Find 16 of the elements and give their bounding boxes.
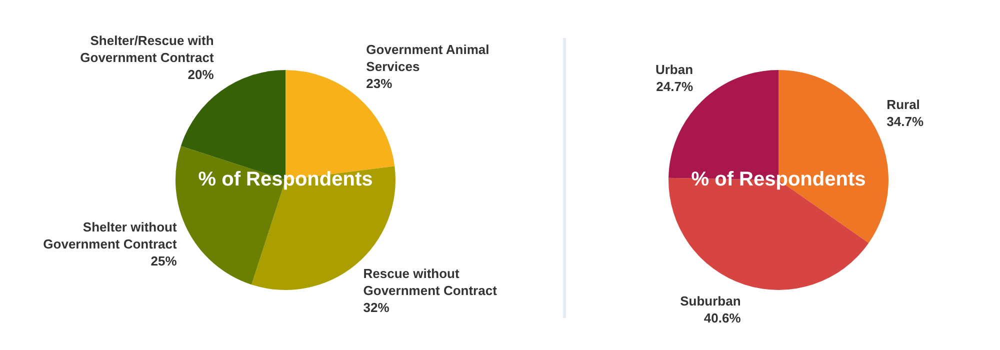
slice-label: Suburban — [680, 293, 741, 308]
data-label: 34.7% — [886, 114, 924, 129]
slice-label: Shelter without Government Contract — [43, 220, 178, 252]
text: % of Respondents — [691, 168, 866, 191]
data-label: 25% — [150, 254, 178, 269]
data-label: 20% — [188, 67, 214, 82]
slice-label: Urban — [655, 62, 694, 77]
data-label: 40.6% — [704, 310, 742, 326]
slice-label: Government Animal Services — [366, 42, 490, 74]
data-label: 24.7% — [656, 78, 694, 94]
data-label: 32% — [363, 300, 390, 316]
slice-label: Shelter/Rescue with Government Contract — [80, 33, 214, 66]
data-label: 23% — [366, 76, 393, 91]
slice-label: Rural — [886, 96, 920, 112]
slice-label: Rescue without Government Contract — [363, 266, 498, 298]
text: % of Respondents — [198, 168, 373, 191]
